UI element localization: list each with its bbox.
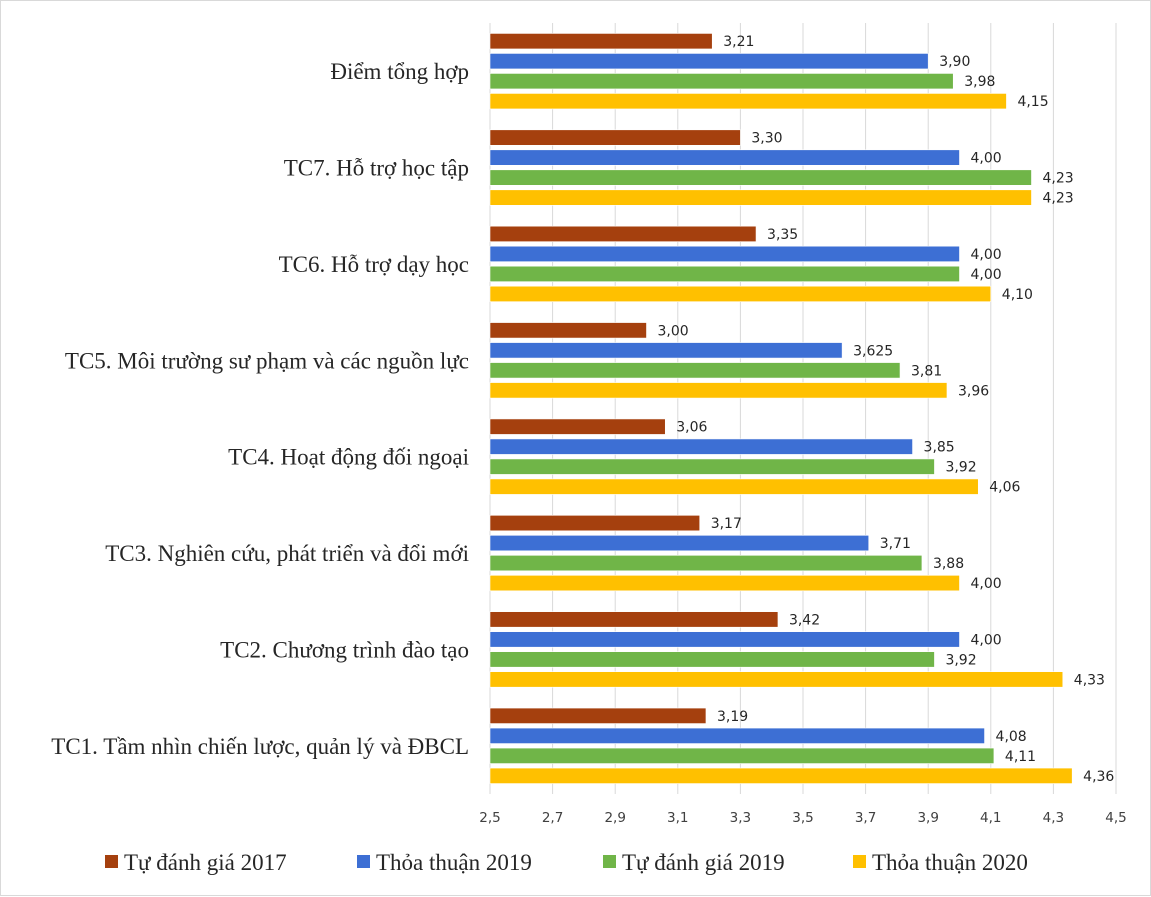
x-tick-label: 2,9 bbox=[604, 810, 625, 826]
legend-swatch bbox=[357, 855, 370, 868]
bar bbox=[489, 342, 843, 359]
x-axis-tick-labels: 2,5 2,7 2,9 3,1 3,3 3,5 3,7 3,9 4,1 4,3 4,5 bbox=[479, 810, 1126, 826]
x-tick-label: 3,1 bbox=[667, 810, 688, 826]
bar bbox=[489, 438, 913, 455]
category-label: TC7. Hỗ trợ học tập bbox=[284, 156, 469, 181]
bar bbox=[489, 747, 995, 764]
bar bbox=[489, 285, 992, 302]
bar bbox=[489, 362, 901, 379]
data-label: 4,36 bbox=[1083, 769, 1114, 785]
bars bbox=[489, 33, 1073, 784]
bar bbox=[489, 671, 1064, 688]
category-label: TC4. Hoạt động đối ngoại bbox=[228, 445, 469, 470]
bar bbox=[489, 478, 979, 495]
bar bbox=[489, 707, 707, 724]
x-tick-label: 4,1 bbox=[980, 810, 1001, 826]
data-label: 3,85 bbox=[924, 440, 955, 456]
data-label: 4,33 bbox=[1074, 672, 1105, 688]
bar bbox=[489, 515, 701, 532]
bar bbox=[489, 129, 741, 146]
data-label: 3,81 bbox=[911, 363, 942, 379]
data-label: 4,00 bbox=[971, 632, 1002, 648]
category-label: Điểm tổng hợp bbox=[330, 59, 469, 84]
category-label: TC1. Tầm nhìn chiến lược, quản lý và ĐBC… bbox=[51, 734, 469, 759]
data-label: 3,92 bbox=[945, 460, 976, 476]
data-label: 4,00 bbox=[971, 151, 1002, 167]
data-label: 3,06 bbox=[676, 420, 707, 436]
data-label: 3,625 bbox=[853, 343, 893, 359]
x-tick-label: 3,5 bbox=[792, 810, 813, 826]
bar bbox=[489, 73, 954, 90]
category-label: TC6. Hỗ trợ dạy học bbox=[279, 252, 469, 277]
bar bbox=[489, 535, 870, 552]
bar bbox=[489, 189, 1032, 206]
bar bbox=[489, 651, 935, 668]
legend-label: Thỏa thuận 2019 bbox=[376, 850, 532, 875]
data-label: 3,00 bbox=[658, 323, 689, 339]
bar bbox=[489, 322, 647, 339]
data-label: 4,11 bbox=[1005, 749, 1036, 765]
bar bbox=[489, 418, 666, 435]
bar bbox=[489, 93, 1007, 110]
data-label: 3,42 bbox=[789, 612, 820, 628]
legend-label: Thỏa thuận 2020 bbox=[872, 850, 1028, 875]
bar bbox=[489, 727, 985, 744]
bar bbox=[489, 631, 960, 648]
data-labels: 3,19 4,08 4,11 4,36 3,42 4,00 3,92 4,33 3,17 3,71… bbox=[658, 34, 1115, 785]
bar bbox=[489, 458, 935, 475]
data-label: 4,00 bbox=[971, 247, 1002, 263]
x-tick-label: 4,3 bbox=[1043, 810, 1064, 826]
x-tick-label: 4,5 bbox=[1105, 810, 1126, 826]
bar bbox=[489, 225, 757, 242]
x-tick-label: 3,3 bbox=[730, 810, 751, 826]
x-tick-label: 2,5 bbox=[479, 810, 500, 826]
data-label: 3,98 bbox=[964, 74, 995, 90]
data-label: 4,08 bbox=[996, 729, 1027, 745]
category-label: TC2. Chương trình đào tạo bbox=[220, 637, 469, 662]
data-label: 4,15 bbox=[1017, 94, 1048, 110]
data-label: 4,00 bbox=[971, 576, 1002, 592]
bar bbox=[489, 575, 960, 592]
bar bbox=[489, 265, 960, 282]
data-label: 4,10 bbox=[1002, 287, 1033, 303]
data-label: 3,30 bbox=[751, 131, 782, 147]
x-tick-label: 3,9 bbox=[917, 810, 938, 826]
bar bbox=[489, 149, 960, 166]
data-label: 3,90 bbox=[939, 54, 970, 70]
data-label: 3,35 bbox=[767, 227, 798, 243]
category-labels: TC1. Tầm nhìn chiến lược, quản lý và ĐBC… bbox=[51, 59, 469, 759]
x-tick-label: 2,7 bbox=[542, 810, 563, 826]
bar bbox=[489, 611, 779, 628]
data-label: 3,88 bbox=[933, 556, 964, 572]
bar bbox=[489, 767, 1073, 784]
data-label: 3,17 bbox=[711, 516, 742, 532]
category-label: TC5. Môi trường sư phạm và các nguồn lực bbox=[65, 348, 469, 373]
data-label: 3,96 bbox=[958, 383, 989, 399]
legend-swatch bbox=[105, 855, 118, 868]
bar bbox=[489, 382, 948, 399]
category-label: TC3. Nghiên cứu, phát triển và đổi mới bbox=[105, 541, 469, 566]
x-tick-label: 3,7 bbox=[855, 810, 876, 826]
data-label: 4,23 bbox=[1042, 171, 1073, 187]
legend-label: Tự đánh giá 2017 bbox=[124, 850, 287, 875]
data-label: 3,21 bbox=[723, 34, 754, 50]
bar bbox=[489, 555, 923, 572]
bar bbox=[489, 33, 713, 50]
bar bbox=[489, 169, 1032, 186]
legend-swatch bbox=[853, 855, 866, 868]
data-label: 4,23 bbox=[1042, 191, 1073, 207]
bar bbox=[489, 53, 929, 70]
data-label: 3,71 bbox=[880, 536, 911, 552]
legend: Tự đánh giá 2017 Thỏa thuận 2019 Tự đánh g… bbox=[105, 850, 1028, 875]
data-label: 3,92 bbox=[945, 652, 976, 668]
legend-swatch bbox=[603, 855, 616, 868]
bar bbox=[489, 245, 960, 262]
data-label: 4,06 bbox=[989, 480, 1020, 496]
legend-label: Tự đánh giá 2019 bbox=[622, 850, 785, 875]
data-label: 4,00 bbox=[971, 267, 1002, 283]
data-label: 3,19 bbox=[717, 709, 748, 725]
